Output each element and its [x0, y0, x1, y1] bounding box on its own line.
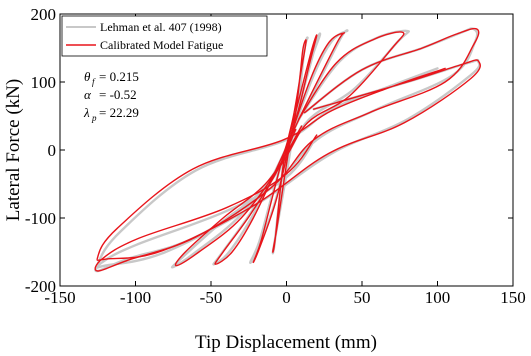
lambda-subscript: p — [91, 113, 97, 123]
legend-box — [61, 15, 268, 57]
alpha-value: = -0.52 — [99, 87, 137, 102]
x-tick-label: 100 — [425, 288, 451, 307]
y-tick-label: -200 — [25, 277, 56, 296]
model-cycle-3 — [214, 32, 346, 265]
lambda-symbol: λ — [83, 105, 90, 120]
theta-subscript: f — [92, 77, 96, 87]
theta-symbol: θ — [84, 69, 91, 84]
y-axis-label: Lateral Force (kN) — [3, 79, 24, 221]
model-cycle-1 — [272, 39, 307, 253]
lehman-cycle-3 — [212, 29, 349, 266]
legend-label-model: Calibrated Model Fatigue — [100, 38, 223, 52]
legend: Lehman et al. 407 (1998) Calibrated Mode… — [61, 15, 268, 57]
y-tick-label: 0 — [48, 141, 57, 160]
x-tick-label: 150 — [500, 288, 526, 307]
alpha-symbol: α — [84, 87, 92, 102]
model-cycle-5 — [94, 27, 480, 272]
lambda-value: = 22.29 — [99, 105, 139, 120]
y-tick-label: -100 — [25, 209, 56, 228]
x-tick-label: -100 — [120, 288, 151, 307]
ticks-layer: -150 -100 -50 0 50 100 150 -200 -100 0 100 200 — [25, 5, 526, 307]
x-tick-label: 50 — [354, 288, 371, 307]
model-cycle-4 — [174, 31, 405, 267]
model-cycle-6 — [96, 59, 481, 261]
x-tick-label: -150 — [44, 288, 75, 307]
y-tick-label: 100 — [31, 73, 57, 92]
series-layer — [94, 27, 481, 273]
x-axis-label: Tip Displacement (mm) — [195, 332, 377, 353]
legend-label-lehman: Lehman et al. 407 (1998) — [100, 20, 222, 34]
parameter-annotations: θ f = 0.215 α = -0.52 λ p = 22.29 — [83, 69, 139, 123]
series-calibrated-model — [94, 27, 481, 272]
x-tick-label: 0 — [282, 288, 291, 307]
y-tick-label: 200 — [31, 5, 57, 24]
theta-value: = 0.215 — [99, 69, 139, 84]
x-tick-label: -50 — [200, 288, 223, 307]
